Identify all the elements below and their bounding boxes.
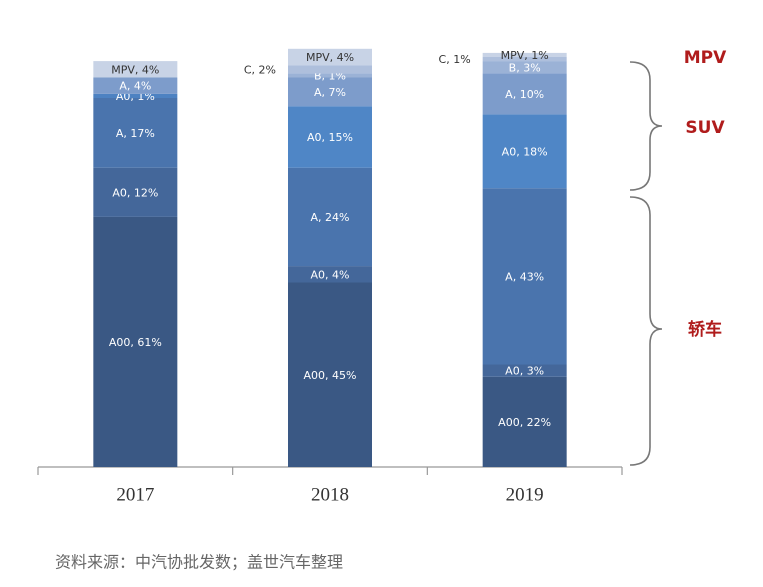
segment-label: A00, 22% [498, 416, 551, 429]
bar-segment [482, 73, 567, 115]
segment-label: A00, 45% [304, 369, 357, 382]
segment-label: C, 1% [439, 53, 471, 66]
segment-label: A0, 3% [505, 365, 544, 378]
bar-segment [93, 77, 178, 94]
bar-segment [93, 167, 178, 217]
bar-segment [288, 266, 372, 283]
bar-segment [482, 188, 567, 365]
bar-segment [482, 364, 567, 377]
bar-segment [288, 106, 372, 168]
x-tick-label: 2018 [311, 484, 349, 505]
segment-label: MPV, 4% [111, 63, 159, 76]
x-tick-label: 2017 [116, 484, 154, 505]
bar-segment [482, 114, 567, 189]
segment-label: A0, 18% [502, 145, 548, 158]
segment-label: A, 4% [119, 80, 151, 93]
group-label: SUV [685, 118, 725, 138]
x-tick-label: 2019 [506, 484, 544, 505]
group-label: MPV [684, 48, 727, 68]
bar-segment [288, 73, 372, 78]
bar-segment [93, 61, 178, 78]
bar-segment [93, 98, 178, 168]
bar-segment [93, 93, 178, 98]
segment-label: A, 24% [311, 211, 350, 224]
source-note: 资料来源：中汽协批发数；盖世汽车整理 [55, 553, 343, 572]
segment-label: MPV, 1% [501, 49, 549, 62]
bar-segment [482, 376, 567, 467]
segment-label: A0, 15% [307, 131, 353, 144]
bar-segment [482, 52, 567, 57]
bar-segment [288, 282, 372, 467]
segment-label: A, 17% [116, 127, 155, 140]
segment-label: A, 7% [314, 86, 346, 99]
segment-label: A0, 4% [311, 268, 350, 281]
segment-label: A00, 61% [109, 336, 162, 349]
segment-label: A, 10% [505, 88, 544, 101]
suv-brace [629, 61, 663, 191]
bar-segment [288, 65, 372, 74]
bar-segment [482, 61, 567, 74]
bar-segment [93, 216, 178, 467]
segment-label: B, 3% [509, 61, 541, 74]
sedan-brace [629, 196, 663, 466]
group-label: 轿车 [688, 319, 722, 340]
segment-label: A, 43% [505, 270, 544, 283]
bar-segment [482, 57, 567, 62]
bar-segment [288, 167, 372, 267]
segment-label: MPV, 4% [306, 51, 354, 64]
segment-label: A0, 12% [112, 186, 158, 199]
bar-segment [288, 48, 372, 66]
bar-segment [288, 77, 372, 107]
segment-label: C, 2% [244, 63, 276, 76]
